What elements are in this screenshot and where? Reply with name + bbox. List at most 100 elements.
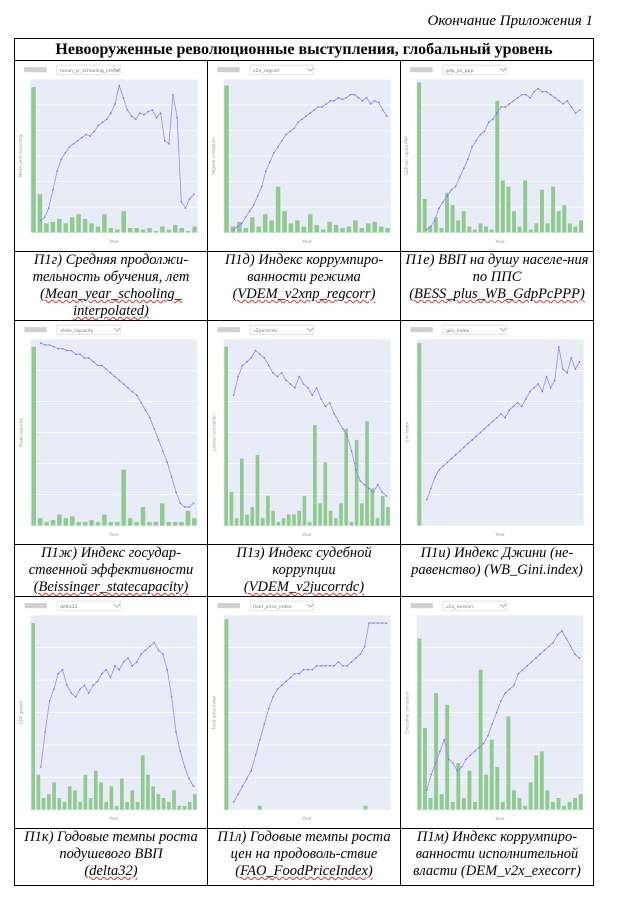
line-point [385,622,388,624]
y-axis-label: Executive corruption [404,691,409,733]
bar [344,428,349,526]
line-point [188,198,191,200]
line-point [93,130,96,133]
line-point [144,649,147,652]
bar [50,221,56,233]
line-point [469,754,472,757]
caption-text: П1м) Индекс коррумпиро-ванности исполнит… [413,829,579,879]
line-point [529,96,531,99]
line-point [192,193,195,196]
line-point [355,657,357,659]
bar [266,495,270,526]
line-point [434,476,436,479]
line-point [39,342,42,344]
line-point [315,386,318,389]
line-point [535,657,537,659]
line-point [311,394,314,397]
mini-chart: v2jucorrdc Judicial corruption Year [209,321,399,544]
caption-cell: П1м) Индекс коррумпиро-ванности исполнит… [400,828,594,886]
dropdown-value: delta32 [60,604,77,610]
line-point [460,766,463,768]
bar [36,774,41,810]
bar [99,782,103,810]
chevron-down-icon [499,67,507,72]
bar [134,521,139,526]
bar [44,521,49,526]
bar [153,521,159,526]
line-point [520,93,523,96]
bar [275,186,281,233]
bar [517,226,522,233]
line-point [320,398,322,400]
x-axis-label: Year [301,532,312,538]
bar [50,520,56,526]
line-point [521,668,524,671]
line-point [368,622,370,624]
line-point [345,96,348,99]
mini-chart: food_price_index Food price index Year [209,597,399,828]
caption-text: П1д) Индекс коррумпиро-ванности режима [224,252,384,285]
bar [192,518,197,526]
line-point [372,491,375,493]
bar [365,421,369,526]
bar [545,790,550,810]
line-point [79,688,81,690]
line-point [153,427,156,430]
bar [366,223,371,233]
bar [551,186,556,233]
bar [95,226,101,233]
caption-variable: (delta32) [84,863,138,879]
y-axis-label: Judicial corruption [211,414,216,452]
line-point [273,152,275,154]
mini-chart: gini_index Gini index Year [402,321,592,544]
bar [130,790,135,810]
bar [461,798,466,810]
bar [359,228,365,233]
line-point [114,375,116,378]
chart-cell: mean_yr_schooling_interp Mean year school… [14,60,208,252]
line-point [561,630,563,632]
line-point [48,344,51,346]
line-point [491,723,494,725]
line-point [458,450,461,452]
bar [146,774,150,810]
line-point [267,364,270,367]
bar [245,514,249,526]
line-point [97,124,100,127]
bar [276,521,281,526]
line-point [456,769,459,772]
caption-variable: (VDEM_v2xnp_regcorr) [232,286,376,302]
line-point [342,427,344,430]
line-point [479,133,482,136]
line-point [140,401,142,404]
dropdown-value: state_capacity [60,328,94,334]
bar [166,229,172,233]
bar [288,223,294,233]
line-point [48,700,51,702]
line-point [454,185,457,188]
line-point [376,622,379,624]
line-point [236,225,239,228]
line-point [381,622,383,624]
line-point [72,142,75,145]
bar [255,454,260,526]
y-axis-label: GDP growth [18,700,23,725]
line-point [163,139,166,142]
line-point [482,742,485,745]
line-point [101,121,104,124]
line-point [530,661,533,663]
line-point [438,207,440,209]
line-point [166,668,169,671]
line-point [264,170,267,173]
y-axis-label: Mean year schooling [18,134,23,177]
line-point [549,93,552,96]
line-point [350,450,353,452]
bar [250,507,255,526]
bar [573,226,578,233]
bar [313,425,317,526]
line-point [524,398,527,400]
line-point [268,161,271,163]
line-point [109,676,112,679]
bar [256,226,261,233]
appendix-table: Невооруженные революционные выступления,… [14,38,594,886]
